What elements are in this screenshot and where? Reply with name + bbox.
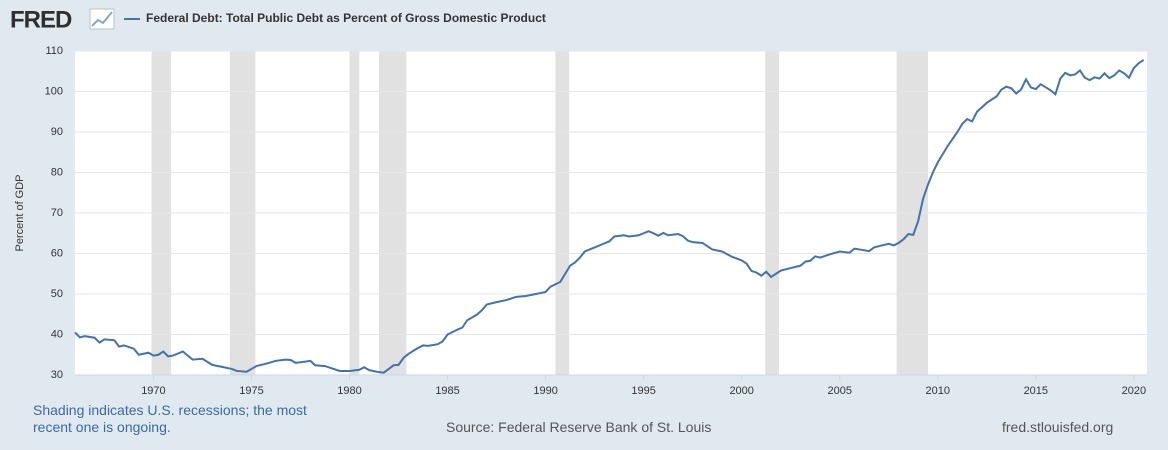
y-tick-label: 110 bbox=[45, 45, 63, 57]
x-tick-label: 1970 bbox=[141, 385, 165, 397]
y-tick-label: 80 bbox=[51, 166, 63, 178]
x-tick-label: 2015 bbox=[1024, 385, 1048, 397]
y-tick-label: 40 bbox=[51, 328, 63, 340]
y-tick-label: 90 bbox=[51, 126, 63, 138]
source: Source: Federal Reserve Bank of St. Loui… bbox=[446, 419, 712, 435]
y-tick-label: 30 bbox=[51, 369, 63, 381]
y-tick-label: 70 bbox=[51, 207, 63, 219]
x-tick-label: 1980 bbox=[337, 385, 361, 397]
y-axis-label: Percent of GDP bbox=[14, 174, 26, 251]
y-tick-label: 50 bbox=[51, 288, 63, 300]
x-tick-label: 1995 bbox=[631, 385, 655, 397]
x-tick-label: 1990 bbox=[533, 385, 557, 397]
site-url: fred.stlouisfed.org bbox=[1002, 419, 1114, 435]
recession-note: Shading indicates U.S. recessions; the m… bbox=[33, 402, 307, 435]
logo-icon bbox=[89, 8, 115, 30]
x-tick-label: 1975 bbox=[239, 385, 263, 397]
logo: FRED bbox=[10, 6, 72, 33]
x-tick-label: 2010 bbox=[926, 385, 950, 397]
legend-label: Federal Debt: Total Public Debt as Perce… bbox=[146, 11, 546, 25]
data-line bbox=[74, 59, 1145, 374]
x-tick-label: 2005 bbox=[827, 385, 851, 397]
y-tick-label: 60 bbox=[51, 247, 63, 259]
x-tick-label: 2000 bbox=[729, 385, 753, 397]
x-tick-label: 1985 bbox=[435, 385, 459, 397]
y-tick-label: 100 bbox=[45, 85, 63, 97]
x-tick-label: 2020 bbox=[1122, 385, 1146, 397]
